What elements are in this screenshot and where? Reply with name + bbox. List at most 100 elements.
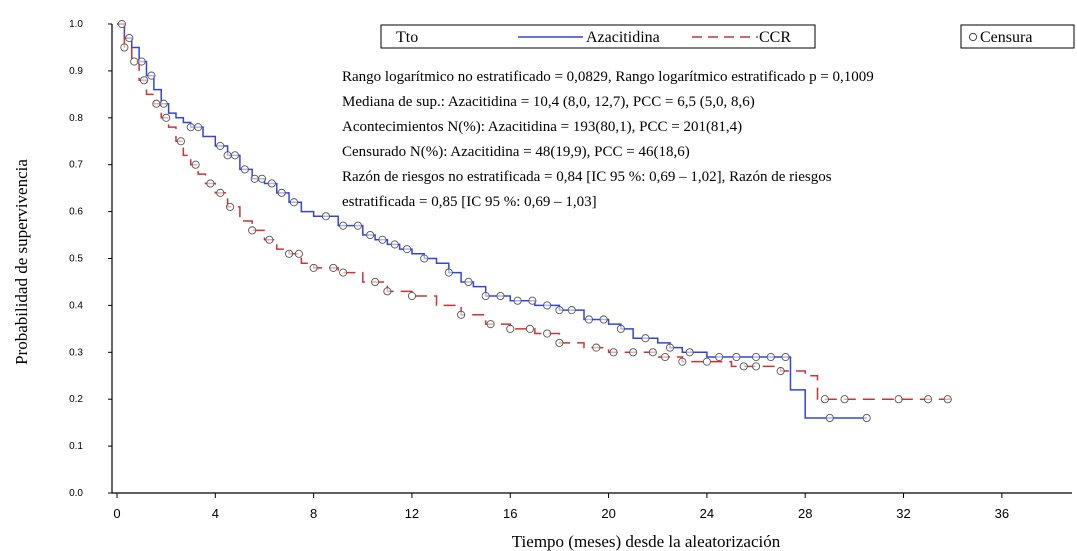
censor-mark-ccr xyxy=(739,362,748,371)
legend-box xyxy=(380,24,816,49)
censor-mark-ccr xyxy=(139,76,149,85)
censor-mark-ccr xyxy=(894,395,903,404)
censor-mark-azacitidina xyxy=(321,212,330,221)
censor-mark-ccr xyxy=(506,324,515,333)
censor-mark-azacitidina xyxy=(353,221,362,230)
annotation-line-5: Razón de riesgos no estratificada = 0,84… xyxy=(342,169,832,185)
censor-mark-azacitidina xyxy=(339,221,348,230)
censor-legend-box xyxy=(960,24,1075,49)
censor-mark-ccr xyxy=(206,179,215,188)
y-tick-label: 0.7 xyxy=(69,160,83,171)
censor-mark-ccr xyxy=(525,324,534,333)
y-tick-label: 0.5 xyxy=(69,254,83,265)
censor-mark-azacitidina xyxy=(390,240,399,249)
x-tick-label: 24 xyxy=(700,506,714,521)
x-tick-label: 36 xyxy=(995,506,1009,521)
censor-mark-azacitidina xyxy=(513,296,522,305)
censor-mark-azacitidina xyxy=(862,413,871,423)
censor-mark-azacitidina xyxy=(444,268,453,277)
censor-mark-azacitidina xyxy=(186,123,195,132)
censor-mark-azacitidina xyxy=(125,34,134,43)
censor-mark-ccr xyxy=(120,43,129,52)
censor-mark-azacitidina xyxy=(825,413,834,423)
censor-mark-ccr xyxy=(486,320,495,329)
censor-mark-azacitidina xyxy=(159,99,168,108)
annotation-line-3: Acontecimientos N(%): Azacitidina = 193(… xyxy=(342,119,742,135)
censor-mark-ccr xyxy=(309,263,318,272)
censor-mark-azacitidina xyxy=(420,254,429,263)
censor-mark-azacitidina xyxy=(599,315,608,324)
censor-mark-ccr xyxy=(840,395,849,404)
censor-mark-ccr xyxy=(555,338,564,347)
censor-mark-azacitidina xyxy=(267,179,276,188)
censor-mark-azacitidina xyxy=(194,123,203,132)
censor-mark-azacitidina xyxy=(137,57,146,66)
y-tick-label: 0.8 xyxy=(69,113,83,124)
y-tick-label: 0.6 xyxy=(69,207,83,218)
legend: Tto Azacitidina CCR xyxy=(380,24,816,49)
censor-mark-azacitidina xyxy=(378,235,387,244)
x-ticks: 0 4 8 12 16 20 24 28 32 36 xyxy=(113,493,1009,521)
censor-mark-azacitidina xyxy=(223,151,232,160)
censor-mark-azacitidina xyxy=(641,334,650,343)
censor-mark-azacitidina xyxy=(277,188,286,197)
censor-mark-azacitidina xyxy=(555,306,564,315)
censor-mark-azacitidina xyxy=(752,352,761,362)
censor-mark-ccr xyxy=(216,188,225,197)
censor-mark-ccr xyxy=(226,202,235,211)
censor-mark-azacitidina xyxy=(289,198,299,207)
y-axis-title: Probabilidad de supervivencia xyxy=(12,159,31,365)
censor-mark-ccr xyxy=(294,249,303,258)
y-tick-label: 1.0 xyxy=(69,19,83,30)
censor-mark-azacitidina xyxy=(481,291,490,301)
censor-mark-ccr xyxy=(661,352,670,362)
censor-mark-azacitidina xyxy=(147,71,156,80)
censor-mark-ccr xyxy=(457,310,466,319)
censor-mark-azacitidina xyxy=(567,306,576,315)
censor-mark-azacitidina xyxy=(402,245,412,254)
censor-mark-ccr xyxy=(820,395,829,404)
y-tick-label: 0.9 xyxy=(69,66,83,77)
censor-mark-ccr xyxy=(752,362,761,371)
censor-mark-ccr xyxy=(543,329,552,338)
legend-azacitidina-label: Azacitidina xyxy=(586,29,660,46)
censor-mark-ccr xyxy=(339,268,348,277)
censor-legend-icon xyxy=(968,32,978,42)
censor-mark-ccr xyxy=(371,277,380,287)
censor-mark-ccr xyxy=(130,57,139,66)
censor-mark-azacitidina xyxy=(685,348,694,357)
censor-mark-ccr xyxy=(943,395,952,404)
censor-mark-ccr xyxy=(678,357,687,366)
y-ticks: 0.0 0.1 0.2 0.3 0.4 0.5 0.6 0.7 0.8 0.9 1.0 xyxy=(69,19,112,499)
censor-mark-ccr xyxy=(329,263,338,272)
legend-ccr-label: CCR xyxy=(759,29,791,46)
censor-mark-azacitidina xyxy=(616,324,625,333)
censor-mark-azacitidina xyxy=(250,174,259,183)
censor-mark-ccr xyxy=(265,235,274,244)
x-tick-label: 8 xyxy=(310,506,317,521)
y-tick-label: 0.3 xyxy=(69,347,83,358)
censor-mark-azacitidina xyxy=(665,343,675,352)
annotation-line-1: Rango logarítmico no estratificado = 0,0… xyxy=(342,69,874,85)
series-line-azacitidina xyxy=(117,23,867,419)
censor-mark-azacitidina xyxy=(240,165,249,174)
censor-mark-azacitidina xyxy=(117,19,126,29)
censor-mark-azacitidina xyxy=(543,301,552,310)
censor-mark-azacitidina xyxy=(230,151,240,160)
x-tick-label: 4 xyxy=(212,506,219,521)
censor-mark-ccr xyxy=(383,287,392,296)
censor-mark-ccr xyxy=(592,343,601,352)
censor-mark-azacitidina xyxy=(496,291,505,301)
censor-mark-azacitidina xyxy=(366,230,375,240)
censor-mark-azacitidina xyxy=(257,174,267,183)
y-tick-label: 0.0 xyxy=(69,488,83,499)
censor-mark-ccr xyxy=(629,348,638,357)
censor-mark-ccr xyxy=(924,395,933,404)
censor-mark-ccr xyxy=(248,226,257,235)
censor-mark-ccr xyxy=(609,348,618,357)
censor-mark-ccr xyxy=(776,367,785,376)
censor-mark-ccr xyxy=(176,137,185,146)
censor-mark-azacitidina xyxy=(715,352,724,362)
y-tick-label: 0.4 xyxy=(69,300,83,311)
